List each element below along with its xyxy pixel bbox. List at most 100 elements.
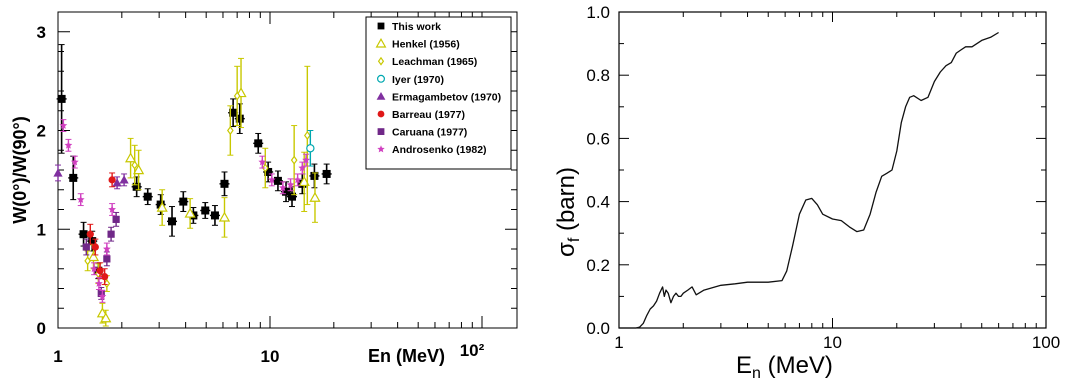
data-point bbox=[209, 205, 220, 226]
y-tick-label: 0.8 bbox=[586, 66, 610, 85]
right-ylabel-rest: (barn) bbox=[553, 167, 580, 238]
right-xlabel-rest: (MeV) bbox=[761, 352, 833, 379]
legend-label: Ermagambetov (1970) bbox=[392, 91, 501, 103]
data-point bbox=[100, 309, 112, 327]
right-chart: 1 10 100 0.0 0.2 0.4 0.6 0.8 1.0 En (MeV) σf (ba… bbox=[553, 3, 1060, 382]
data-point bbox=[272, 170, 283, 192]
series-line-fission-cross-section bbox=[619, 31, 999, 329]
data-point bbox=[70, 155, 79, 169]
y-tick-label: 0.2 bbox=[586, 256, 610, 275]
data-point bbox=[84, 250, 91, 272]
data-point bbox=[267, 173, 276, 187]
x-tick-label: 10 bbox=[823, 333, 842, 352]
y-tick-label: 0.6 bbox=[586, 129, 610, 148]
data-point bbox=[184, 198, 196, 229]
data-point bbox=[103, 242, 111, 256]
right-xlabel-main: E bbox=[736, 352, 752, 379]
data-point bbox=[142, 188, 153, 206]
legend-item: Leachman (1965) bbox=[377, 56, 477, 68]
data-point bbox=[132, 149, 145, 191]
data-point bbox=[279, 181, 287, 195]
y-tick-label: 3 bbox=[37, 23, 46, 42]
data-point bbox=[233, 65, 241, 127]
data-point bbox=[258, 155, 267, 169]
y-tick-label: 2 bbox=[37, 122, 46, 141]
y-tick-label: 1 bbox=[37, 220, 46, 239]
legend-item: Barreau (1977) bbox=[377, 109, 465, 121]
data-point bbox=[64, 138, 73, 152]
data-point bbox=[95, 277, 103, 290]
y-tick-label: 0.4 bbox=[586, 193, 610, 212]
data-point bbox=[59, 119, 68, 132]
data-point bbox=[56, 44, 67, 154]
legend-label: Androsenko (1982) bbox=[392, 144, 487, 156]
x-tick-label: 100 bbox=[1032, 333, 1060, 352]
series-androsenko-1982 bbox=[59, 119, 310, 303]
x-tick-label: 10² bbox=[460, 341, 485, 360]
legend-label: Henkel (1956) bbox=[392, 39, 460, 51]
x-tick-label: 1 bbox=[614, 333, 623, 352]
data-point bbox=[218, 197, 231, 238]
data-point bbox=[82, 238, 90, 256]
left-ylabel: W(0°)/W(90°) bbox=[10, 116, 30, 223]
series-iyer-1970 bbox=[306, 130, 315, 167]
legend-item: Iyer (1970) bbox=[377, 74, 444, 86]
x-tick-label: 1 bbox=[53, 347, 62, 366]
data-point bbox=[293, 173, 302, 187]
series-barreau-1977 bbox=[86, 172, 116, 286]
data-point bbox=[302, 153, 310, 167]
data-point bbox=[108, 203, 116, 216]
y-tick-label: 0 bbox=[37, 319, 46, 338]
left-data-points bbox=[53, 44, 332, 327]
data-point bbox=[309, 172, 321, 223]
data-point bbox=[178, 191, 189, 212]
data-point bbox=[108, 172, 116, 188]
legend-label: Caruana (1977) bbox=[392, 127, 467, 139]
data-point bbox=[321, 163, 332, 185]
data-point bbox=[124, 137, 137, 179]
right-ylabel: σf (barn) bbox=[553, 167, 583, 257]
legend-label: Barreau (1977) bbox=[392, 109, 465, 121]
data-point bbox=[167, 206, 178, 237]
data-point bbox=[76, 193, 85, 207]
right-tick-labels: 1 10 100 0.0 0.2 0.4 0.6 0.8 1.0 bbox=[586, 3, 1060, 352]
x-tick-label: 10 bbox=[261, 347, 280, 366]
data-point bbox=[286, 178, 295, 192]
right-axes-ticks bbox=[618, 11, 1047, 329]
data-point bbox=[253, 132, 264, 154]
data-point bbox=[90, 262, 98, 276]
data-point bbox=[131, 144, 139, 186]
series-leachman-1965 bbox=[84, 65, 311, 292]
data-point bbox=[91, 238, 99, 256]
legend-item: This work bbox=[377, 21, 441, 33]
legend-item: Androsenko (1982) bbox=[377, 144, 487, 156]
legend-item: Caruana (1977) bbox=[377, 127, 467, 139]
data-point bbox=[53, 164, 63, 182]
data-point bbox=[226, 105, 234, 156]
left-legend: This work Henkel (1956) Leachman (1965) Iye… bbox=[365, 16, 512, 170]
data-point bbox=[101, 268, 109, 286]
right-ylabel-sub: f bbox=[566, 237, 583, 242]
series-ermagambetov-1970 bbox=[53, 164, 129, 190]
data-point bbox=[107, 226, 115, 242]
legend-label: Iyer (1970) bbox=[392, 74, 444, 86]
data-point bbox=[119, 173, 129, 187]
data-point bbox=[306, 130, 315, 167]
right-ylabel-main: σ bbox=[553, 242, 580, 257]
data-point bbox=[98, 289, 107, 303]
data-point bbox=[200, 202, 211, 219]
series-henkel-1956 bbox=[87, 57, 321, 327]
data-point bbox=[290, 125, 298, 196]
legend-label: Leachman (1965) bbox=[392, 56, 477, 68]
data-point bbox=[219, 171, 230, 197]
data-point bbox=[298, 151, 310, 212]
y-tick-label: 1.0 bbox=[586, 3, 610, 22]
data-point bbox=[112, 176, 122, 190]
right-xlabel: En (MeV) bbox=[736, 352, 833, 382]
data-point bbox=[303, 65, 311, 206]
right-xlabel-sub: n bbox=[752, 365, 761, 382]
legend-item: Henkel (1956) bbox=[375, 37, 460, 51]
legend-box bbox=[365, 16, 512, 170]
left-axes-ticks bbox=[57, 11, 517, 329]
